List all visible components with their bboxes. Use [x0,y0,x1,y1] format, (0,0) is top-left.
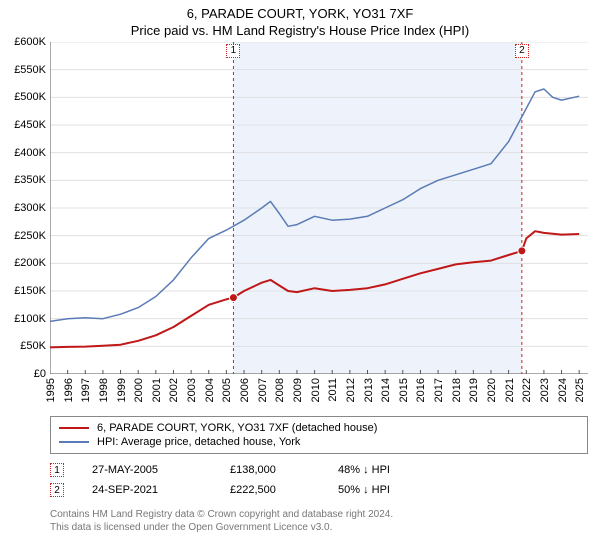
y-tick-label: £550K [14,64,46,76]
sale-marker-icon: 1 [50,463,64,477]
sale-date: 24-SEP-2021 [92,484,202,496]
x-tick-label: 2014 [380,378,392,402]
sales-table: 1 27-MAY-2005 £138,000 48% ↓ HPI 2 24-SEP-202… [50,460,588,500]
x-tick-label: 2021 [504,378,516,402]
x-tick-label: 2001 [151,378,163,402]
x-tick-label: 1996 [63,378,75,402]
sale-delta: 50% ↓ HPI [338,484,390,496]
footer-line-2: This data is licensed under the Open Gov… [50,521,588,534]
legend-label: HPI: Average price, detached house, York [97,436,300,448]
x-tick-label: 2000 [133,378,145,402]
sale-delta: 48% ↓ HPI [338,464,390,476]
x-tick-label: 1998 [98,378,110,402]
legend-swatch [59,427,89,429]
legend-label: 6, PARADE COURT, YORK, YO31 7XF (detache… [97,422,377,434]
y-tick-label: £400K [14,147,46,159]
x-tick-label: 1999 [116,378,128,402]
y-tick-label: £50K [20,340,46,352]
sale-price: £138,000 [230,464,310,476]
footer-line-1: Contains HM Land Registry data © Crown c… [50,508,588,521]
x-tick-label: 2011 [327,378,339,402]
x-tick-label: 2022 [521,378,533,402]
x-tick-label: 2020 [486,378,498,402]
legend-row: HPI: Average price, detached house, York [59,435,579,449]
legend-row: 6, PARADE COURT, YORK, YO31 7XF (detache… [59,421,579,435]
chart-svg [50,42,588,374]
chart-container: 6, PARADE COURT, YORK, YO31 7XF Price pa… [0,0,600,560]
chart-area: £0£50K£100K£150K£200K£250K£300K£350K£400… [50,42,588,374]
sale-row: 1 27-MAY-2005 £138,000 48% ↓ HPI [50,460,588,480]
x-tick-label: 2024 [557,378,569,402]
sale-marker-flag: 1 [226,44,240,58]
x-tick-label: 2008 [274,378,286,402]
y-tick-label: £600K [14,36,46,48]
x-tick-label: 2012 [345,378,357,402]
x-tick-label: 2010 [310,378,322,402]
x-tick-label: 2013 [363,378,375,402]
x-tick-label: 2015 [398,378,410,402]
legend: 6, PARADE COURT, YORK, YO31 7XF (detache… [50,416,588,454]
x-tick-label: 2017 [433,378,445,402]
x-tick-label: 2005 [222,378,234,402]
sale-marker-flag: 2 [515,44,529,58]
x-tick-label: 2009 [292,378,304,402]
x-tick-label: 2023 [539,378,551,402]
y-tick-label: £500K [14,91,46,103]
y-tick-label: £200K [14,257,46,269]
y-tick-label: £0 [34,368,46,380]
y-tick-label: £250K [14,230,46,242]
chart-title: 6, PARADE COURT, YORK, YO31 7XF [0,0,600,21]
sale-date: 27-MAY-2005 [92,464,202,476]
x-tick-label: 2006 [239,378,251,402]
sale-row: 2 24-SEP-2021 £222,500 50% ↓ HPI [50,480,588,500]
x-tick-label: 2016 [416,378,428,402]
x-tick-label: 2002 [169,378,181,402]
x-tick-label: 2004 [204,378,216,402]
x-tick-label: 1995 [45,378,57,402]
x-tick-label: 2019 [469,378,481,402]
x-tick-label: 2003 [186,378,198,402]
chart-subtitle: Price paid vs. HM Land Registry's House … [0,21,600,42]
y-tick-label: £100K [14,313,46,325]
legend-swatch [59,441,89,443]
x-tick-label: 2007 [257,378,269,402]
x-tick-label: 2025 [574,378,586,402]
y-tick-label: £300K [14,202,46,214]
y-tick-label: £150K [14,285,46,297]
sale-marker-icon: 2 [50,483,64,497]
sale-price: £222,500 [230,484,310,496]
x-tick-label: 1997 [80,378,92,402]
footer: Contains HM Land Registry data © Crown c… [50,508,588,534]
x-tick-label: 2018 [451,378,463,402]
y-tick-label: £450K [14,119,46,131]
y-tick-label: £350K [14,174,46,186]
